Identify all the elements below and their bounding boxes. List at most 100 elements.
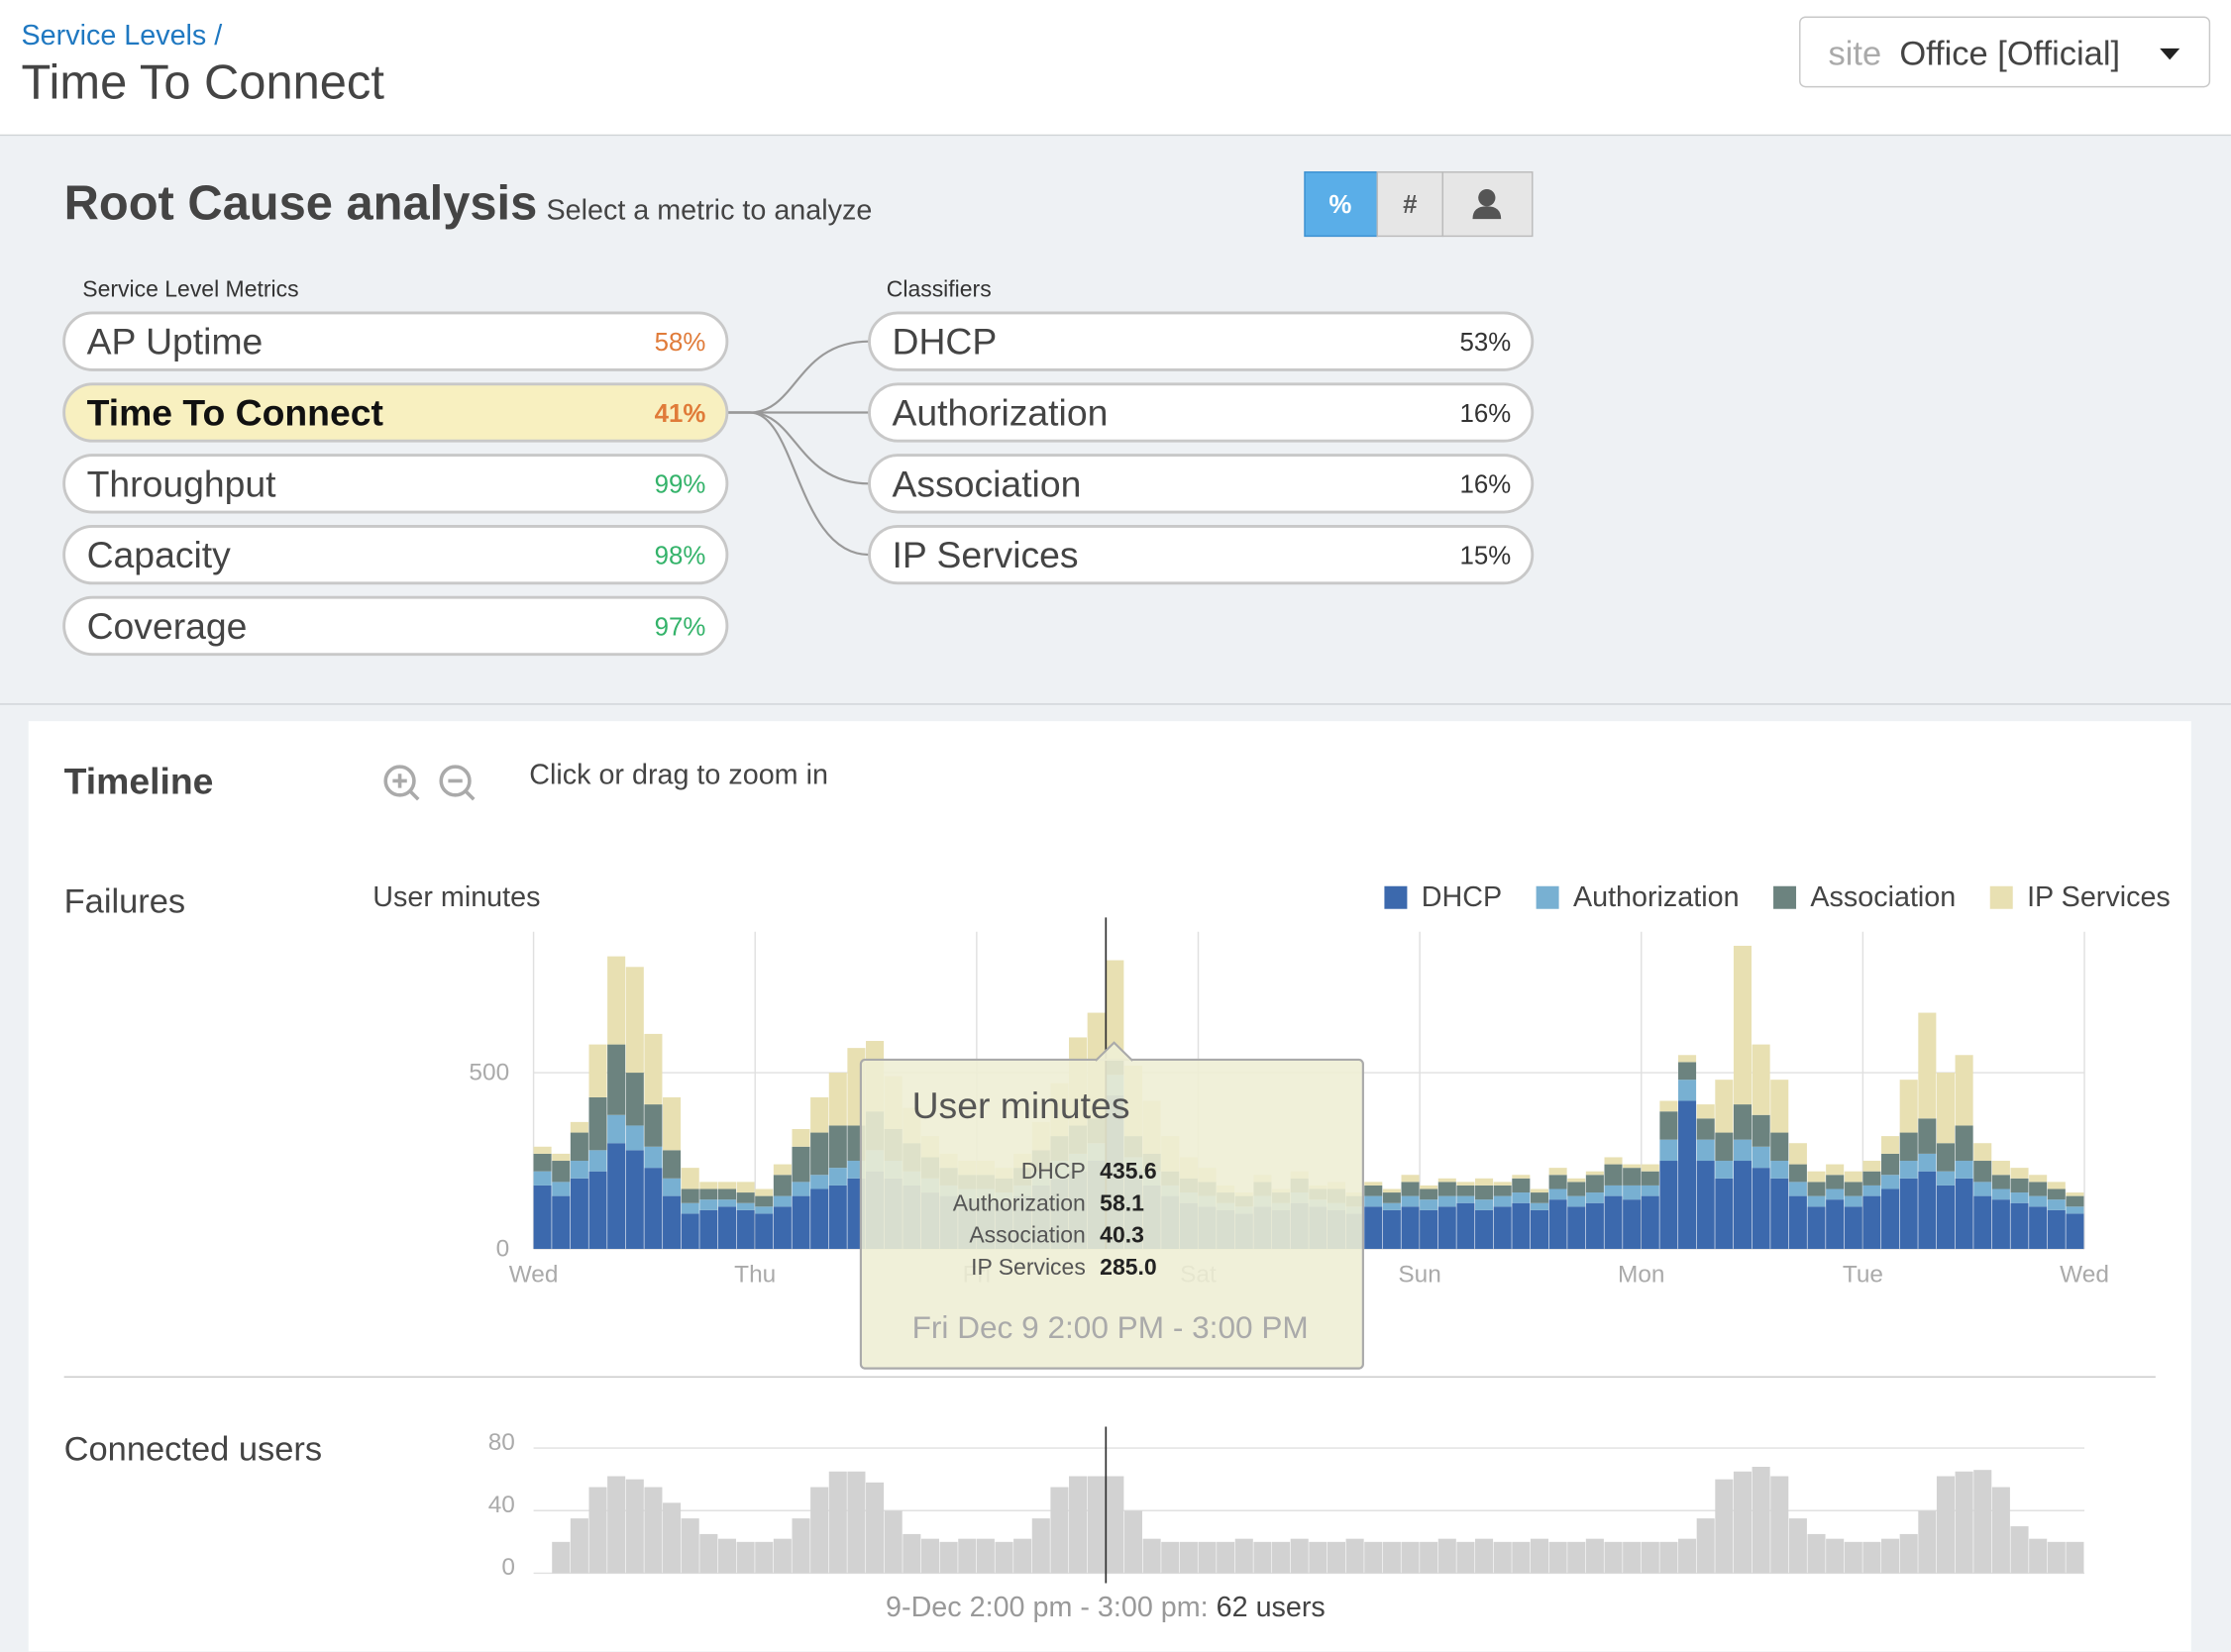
bar-segment bbox=[571, 1133, 588, 1161]
bar-segment bbox=[1383, 1210, 1401, 1249]
mode-label: % bbox=[1328, 191, 1351, 219]
pill-label: Coverage bbox=[87, 605, 248, 647]
bar-segment bbox=[1918, 1013, 1936, 1119]
bar bbox=[1383, 1542, 1401, 1574]
pill[interactable]: Throughput99% bbox=[64, 456, 727, 512]
pill[interactable]: Authorization16% bbox=[870, 384, 1533, 441]
bar-segment bbox=[1604, 1196, 1622, 1249]
bar-segment bbox=[1475, 1199, 1493, 1210]
legend-label: DHCP bbox=[1422, 881, 1502, 913]
bar bbox=[1826, 1539, 1844, 1574]
bar-segment bbox=[1845, 1172, 1862, 1183]
bar bbox=[1807, 1534, 1825, 1573]
bar bbox=[1032, 1518, 1050, 1573]
bar-segment bbox=[1715, 1133, 1733, 1161]
bar bbox=[2010, 1526, 2028, 1573]
legend-swatch bbox=[1773, 886, 1796, 909]
bar bbox=[607, 1476, 625, 1573]
timeline-title: Timeline bbox=[64, 760, 214, 801]
bar-segment bbox=[1826, 1188, 1844, 1199]
bar-segment bbox=[1715, 1161, 1733, 1179]
pill-label: AP Uptime bbox=[87, 321, 264, 362]
bar-segment bbox=[755, 1213, 773, 1249]
bar-segment bbox=[1567, 1206, 1585, 1249]
bar-segment bbox=[2048, 1199, 2066, 1210]
pill[interactable]: Time To Connect41% bbox=[64, 384, 727, 441]
bar-segment bbox=[737, 1210, 755, 1249]
bar-segment bbox=[1973, 1161, 1991, 1182]
bar-segment bbox=[1438, 1196, 1456, 1207]
bar-segment bbox=[1937, 1073, 1955, 1143]
bar-segment bbox=[1642, 1165, 1659, 1172]
bar bbox=[1217, 1542, 1234, 1574]
bar-segment bbox=[1364, 1182, 1382, 1186]
bar-segment bbox=[1937, 1186, 1955, 1249]
pill-value: 58% bbox=[655, 329, 706, 357]
bar-segment bbox=[1512, 1179, 1530, 1192]
bar-segment bbox=[2010, 1179, 2028, 1192]
tooltip-row-value: 58.1 bbox=[1100, 1189, 1144, 1215]
bar-segment bbox=[1807, 1182, 1825, 1195]
bar-segment bbox=[1364, 1186, 1382, 1196]
bar-segment bbox=[2066, 1206, 2083, 1213]
bar-segment bbox=[1937, 1172, 1955, 1186]
bar-segment bbox=[1531, 1192, 1548, 1203]
bar bbox=[1973, 1470, 1991, 1573]
bar-segment bbox=[1401, 1175, 1419, 1182]
tooltip: User minutesDHCP435.6Authorization58.1As… bbox=[861, 1043, 1363, 1369]
bar-segment bbox=[1697, 1118, 1715, 1139]
bar bbox=[1567, 1542, 1585, 1574]
bar-segment bbox=[1456, 1203, 1474, 1249]
bar-segment bbox=[1697, 1161, 1715, 1249]
bar-segment bbox=[1659, 1101, 1677, 1112]
bar bbox=[829, 1472, 847, 1574]
pill-value: 53% bbox=[1460, 329, 1512, 357]
bar-segment bbox=[1642, 1172, 1659, 1186]
bar-segment bbox=[1789, 1143, 1807, 1164]
pill[interactable]: Capacity98% bbox=[64, 526, 727, 582]
bar-segment bbox=[2066, 1196, 2083, 1207]
site-selector[interactable]: site Office [Official] bbox=[1800, 17, 2210, 86]
bar-segment bbox=[792, 1129, 809, 1147]
bar-segment bbox=[1826, 1175, 1844, 1188]
pill[interactable]: IP Services15% bbox=[870, 526, 1533, 582]
bar-segment bbox=[1456, 1186, 1474, 1196]
bar-segment bbox=[2010, 1203, 2028, 1249]
bar-segment bbox=[1937, 1143, 1955, 1171]
bar-segment bbox=[571, 1161, 588, 1179]
y-tick-label: 40 bbox=[488, 1492, 515, 1518]
pill[interactable]: AP Uptime 58% bbox=[64, 313, 727, 369]
bar-segment bbox=[607, 1045, 625, 1115]
pill-value: 15% bbox=[1460, 543, 1512, 570]
bar-segment bbox=[1992, 1175, 2010, 1188]
bar-segment bbox=[682, 1203, 699, 1214]
bar-segment bbox=[1494, 1206, 1512, 1249]
bar-segment bbox=[534, 1154, 552, 1172]
bar bbox=[1623, 1542, 1641, 1574]
pill[interactable]: Association16% bbox=[870, 456, 1533, 512]
bar-segment bbox=[1715, 1179, 1733, 1249]
bar-segment bbox=[552, 1161, 570, 1182]
breadcrumb[interactable]: Service Levels / bbox=[22, 20, 223, 52]
bar bbox=[718, 1539, 736, 1574]
bar bbox=[1586, 1539, 1604, 1574]
bar bbox=[1198, 1542, 1216, 1574]
bar-segment bbox=[1753, 1115, 1770, 1147]
pill-value: 16% bbox=[1460, 471, 1512, 499]
bar-segment bbox=[2066, 1192, 2083, 1196]
pill[interactable]: DHCP53% bbox=[870, 313, 1533, 369]
bar bbox=[1328, 1542, 1345, 1574]
bar-segment bbox=[699, 1199, 717, 1210]
bar bbox=[1364, 1542, 1382, 1574]
bar-segment bbox=[1549, 1168, 1567, 1175]
bar-segment bbox=[810, 1097, 828, 1133]
bar bbox=[1734, 1472, 1752, 1574]
bar bbox=[755, 1542, 773, 1574]
bar-segment bbox=[1383, 1203, 1401, 1210]
bar bbox=[1069, 1476, 1087, 1573]
bar bbox=[1789, 1518, 1807, 1573]
pill[interactable]: Coverage97% bbox=[64, 597, 727, 654]
